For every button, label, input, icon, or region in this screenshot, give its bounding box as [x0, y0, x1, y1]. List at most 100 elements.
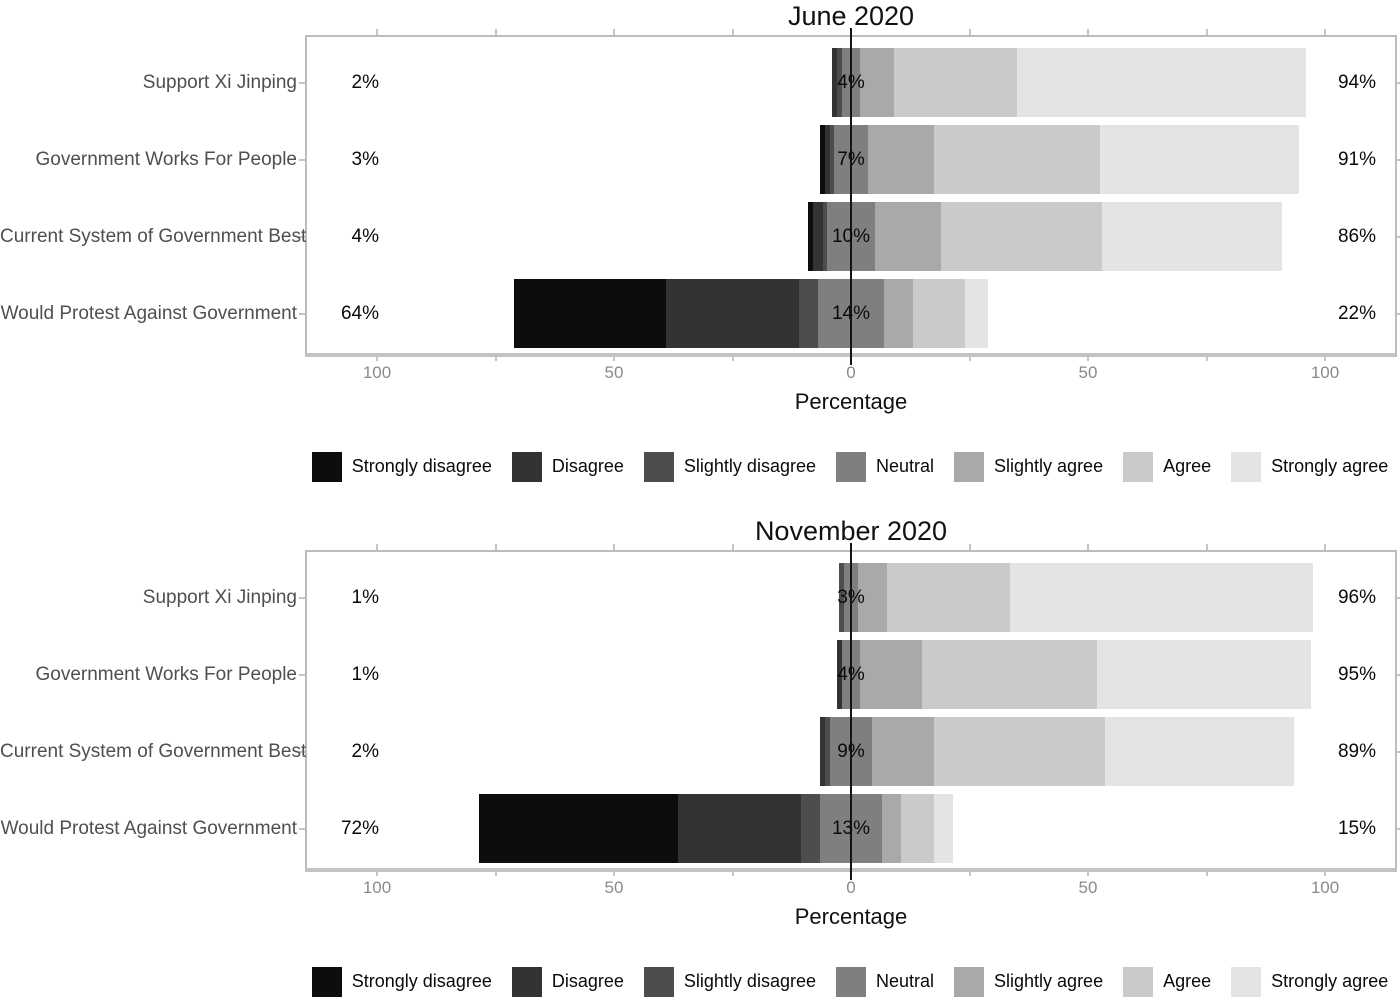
x-tick-label: 100 — [1310, 878, 1340, 897]
bar-segment-slightly-disagree — [798, 279, 818, 348]
neutral-percent-label: 10% — [831, 225, 871, 247]
bar-segment-slightly-agree — [858, 563, 887, 632]
bar-segment-disagree — [820, 717, 825, 786]
axis-tick — [1205, 29, 1208, 35]
axis-tick — [613, 29, 615, 35]
legend-label: Strongly agree — [1271, 971, 1389, 991]
bar-segment-slightly-disagree — [829, 125, 835, 194]
axis-tick — [1087, 29, 1089, 35]
neutral-percent-label: 3% — [837, 586, 865, 608]
category-label: Government Works For People — [35, 663, 297, 685]
axis-tick — [1324, 870, 1326, 876]
bar-segment-disagree — [836, 640, 842, 709]
legend-item-disagree: Disagree — [511, 966, 624, 997]
bar-segment-strongly-agree — [1097, 640, 1311, 709]
disagree-percent-label: 2% — [351, 740, 379, 762]
axis-tick — [494, 29, 497, 35]
legend-swatch-neutral — [835, 451, 866, 482]
axis-tick — [494, 355, 497, 361]
bar-segment-strongly-agree — [1009, 563, 1314, 632]
bar-segment-slightly-agree — [881, 794, 901, 863]
legend-item-disagree: Disagree — [511, 451, 624, 482]
legend-swatch-disagree — [511, 451, 542, 482]
legend-label: Agree — [1163, 971, 1212, 991]
axis-tick — [1397, 235, 1400, 238]
bar-segment-strongly-disagree — [514, 279, 667, 348]
legend-swatch-strongly-disagree — [311, 451, 342, 482]
bar-segment-strongly-disagree — [808, 202, 814, 271]
bar-segment-agree — [900, 794, 934, 863]
agree-percent-label: 86% — [1337, 225, 1377, 247]
june-panel: June 2020 Percentage Strongly disagree Di… — [0, 0, 1400, 499]
axis-tick — [1324, 29, 1326, 35]
legend-item-agree: Agree — [1123, 451, 1211, 482]
neutral-percent-label: 7% — [837, 148, 865, 170]
legend-swatch-neutral — [835, 966, 866, 997]
bar-segment-strongly-disagree — [478, 794, 678, 863]
legend-label: Strongly disagree — [351, 971, 492, 991]
agree-percent-label: 94% — [1337, 71, 1377, 93]
category-label: Current System of Government Best — [0, 225, 307, 247]
bar-segment-disagree — [677, 794, 802, 863]
neutral-percent-label: 9% — [837, 740, 865, 762]
axis-tick — [299, 596, 305, 599]
legend-label: Strongly disagree — [351, 456, 492, 476]
axis-tick — [1397, 827, 1400, 830]
axis-tick — [613, 870, 615, 876]
category-label: Support Xi Jinping — [142, 586, 297, 608]
legend-swatch-slightly-disagree — [643, 966, 674, 997]
bar-segment-slightly-agree — [867, 125, 934, 194]
legend-item-neutral: Neutral — [835, 966, 935, 997]
disagree-percent-label: 1% — [351, 586, 379, 608]
zero-reference-line — [850, 543, 852, 880]
bar-segment-slightly-agree — [874, 202, 942, 271]
legend-item-slightly-agree: Slightly agree — [954, 451, 1104, 482]
chart-title-november: November 2020 — [754, 516, 948, 546]
legend-label: Slightly disagree — [683, 971, 816, 991]
legend-item-strongly-disagree: Strongly disagree — [311, 451, 492, 482]
axis-tick — [494, 870, 497, 876]
disagree-percent-label: 64% — [340, 302, 379, 324]
axis-tick — [968, 355, 971, 361]
bar-segment-agree — [933, 125, 1100, 194]
x-tick-label: 50 — [604, 363, 624, 382]
axis-tick — [1087, 870, 1089, 876]
axis-tick — [1205, 544, 1208, 550]
bar-segment-disagree — [824, 125, 830, 194]
x-tick-label: 100 — [362, 878, 392, 897]
bar-segment-slightly-disagree — [839, 563, 844, 632]
neutral-percent-label: 14% — [831, 302, 871, 324]
legend-label: Slightly agree — [994, 456, 1104, 476]
legend-label: Disagree — [551, 971, 624, 991]
axis-tick — [299, 673, 305, 676]
legend-item-slightly-disagree: Slightly disagree — [643, 966, 816, 997]
disagree-percent-label: 2% — [351, 71, 379, 93]
legend-label: Neutral — [875, 971, 935, 991]
zero-reference-line — [850, 28, 852, 365]
bar-segment-agree — [886, 563, 1010, 632]
x-tick-label: 50 — [1078, 878, 1098, 897]
axis-tick — [1324, 544, 1326, 550]
x-tick-label: 0 — [846, 878, 856, 897]
axis-tick — [1205, 355, 1208, 361]
legend-swatch-disagree — [511, 966, 542, 997]
category-label: Would Protest Against Government — [0, 817, 297, 839]
legend-swatch-strongly-disagree — [311, 966, 342, 997]
axis-tick — [731, 355, 734, 361]
legend-item-slightly-disagree: Slightly disagree — [643, 451, 816, 482]
x-tick-label: 50 — [1078, 363, 1098, 382]
chart-title-june: June 2020 — [787, 1, 915, 31]
legend-item-agree: Agree — [1123, 966, 1212, 997]
bar-segment-agree — [893, 48, 1017, 117]
november-panel: November 2020 Percentage Strongly disagr… — [0, 515, 1400, 999]
axis-tick — [613, 355, 615, 361]
agree-percent-label: 15% — [1337, 817, 1377, 839]
legend-label: Disagree — [551, 456, 624, 476]
bar-segment-slightly-disagree — [801, 794, 821, 863]
bar-segment-slightly-disagree — [824, 717, 830, 786]
axis-tick — [1397, 596, 1400, 599]
bar-segment-slightly-disagree — [822, 202, 828, 271]
neutral-percent-label: 4% — [837, 71, 865, 93]
legend-label: Slightly agree — [994, 971, 1104, 991]
